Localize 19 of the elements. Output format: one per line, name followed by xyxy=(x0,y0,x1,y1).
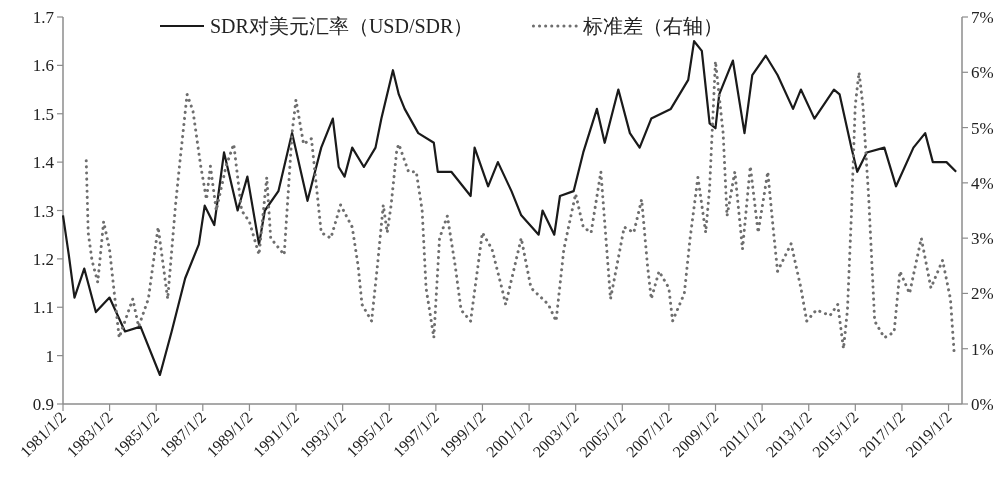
y-tick-label: 1.3 xyxy=(32,201,54,221)
legend-label: SDR对美元汇率（USD/SDR） xyxy=(210,15,474,37)
y2-tick-label: 3% xyxy=(971,229,994,249)
y2-tick-label: 7% xyxy=(971,8,994,27)
y-tick-label: 1.7 xyxy=(32,8,55,27)
y-tick-label: 1.2 xyxy=(32,249,54,269)
y-tick-label: 1 xyxy=(45,346,54,366)
y2-tick-label: 1% xyxy=(971,339,994,359)
y2-tick-label: 6% xyxy=(971,63,994,83)
y-tick-label: 1.4 xyxy=(32,153,55,173)
y2-tick-label: 4% xyxy=(971,173,994,193)
y-tick-label: 0.9 xyxy=(32,395,54,414)
y-tick-label: 1.1 xyxy=(32,298,54,318)
y2-tick-label: 2% xyxy=(971,284,994,304)
y-tick-label: 1.5 xyxy=(32,104,54,124)
y2-tick-label: 0% xyxy=(971,395,994,414)
legend-label: 标准差（右轴） xyxy=(582,15,724,37)
y2-tick-label: 5% xyxy=(971,118,994,138)
y-tick-label: 1.6 xyxy=(32,56,54,76)
